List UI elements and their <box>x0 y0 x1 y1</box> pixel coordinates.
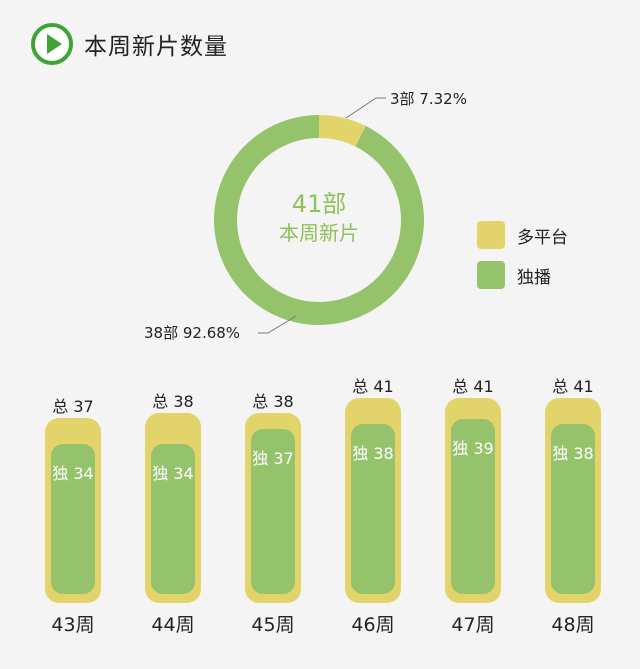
pie-label-multi: 3部 7.32% <box>390 90 467 108</box>
bar-exclusive-label: 独 38 <box>552 444 594 463</box>
donut-chart <box>214 97 425 334</box>
pie-center-text: 本周新片 <box>279 221 359 245</box>
legend-item-multi: 多平台 <box>477 220 568 250</box>
week-label: 44周 <box>151 614 195 636</box>
page-title: 本周新片数量 <box>84 34 228 60</box>
bar-total-label: 总 38 <box>152 392 194 411</box>
bar-exclusive-label: 独 34 <box>152 464 194 483</box>
week-label: 43周 <box>51 614 95 636</box>
bar-exclusive <box>51 444 95 594</box>
bar-exclusive-label: 独 38 <box>352 444 394 463</box>
week-label: 46周 <box>351 614 395 636</box>
bar-total-label: 总 41 <box>552 377 594 396</box>
bar-total-label: 总 41 <box>452 377 494 396</box>
pie-slice-multi <box>319 115 366 147</box>
pie-label-exclusive: 38部 92.68% <box>144 324 241 342</box>
bar-exclusive-label: 独 37 <box>252 449 294 468</box>
bar-total-label: 总 37 <box>52 397 94 416</box>
bar-exclusive <box>251 429 295 594</box>
bar-exclusive-label: 独 34 <box>52 464 94 483</box>
week-label: 48周 <box>551 614 595 636</box>
bar-exclusive <box>151 444 195 594</box>
bar-exclusive <box>351 424 395 594</box>
bar-exclusive <box>451 419 495 594</box>
bar-total-label: 总 41 <box>352 377 394 396</box>
section-header: 本周新片数量 <box>30 22 228 66</box>
leader-line-multi <box>345 97 386 119</box>
pie-legend: 多平台 独播 <box>477 220 568 300</box>
legend-item-exclusive: 独播 <box>477 260 568 290</box>
play-icon <box>31 23 73 65</box>
bar-exclusive <box>551 424 595 594</box>
legend-swatch-exclusive <box>477 261 505 289</box>
legend-label-exclusive: 独播 <box>517 267 551 288</box>
leader-line-exclusive <box>258 315 297 334</box>
bar-total-label: 总 38 <box>252 392 294 411</box>
pie-center-count: 41部 <box>291 190 347 218</box>
legend-swatch-multi <box>477 221 505 249</box>
bar-exclusive-label: 独 39 <box>452 439 494 458</box>
legend-label-multi: 多平台 <box>517 227 568 248</box>
week-label: 47周 <box>451 614 495 636</box>
week-label: 45周 <box>251 614 295 636</box>
